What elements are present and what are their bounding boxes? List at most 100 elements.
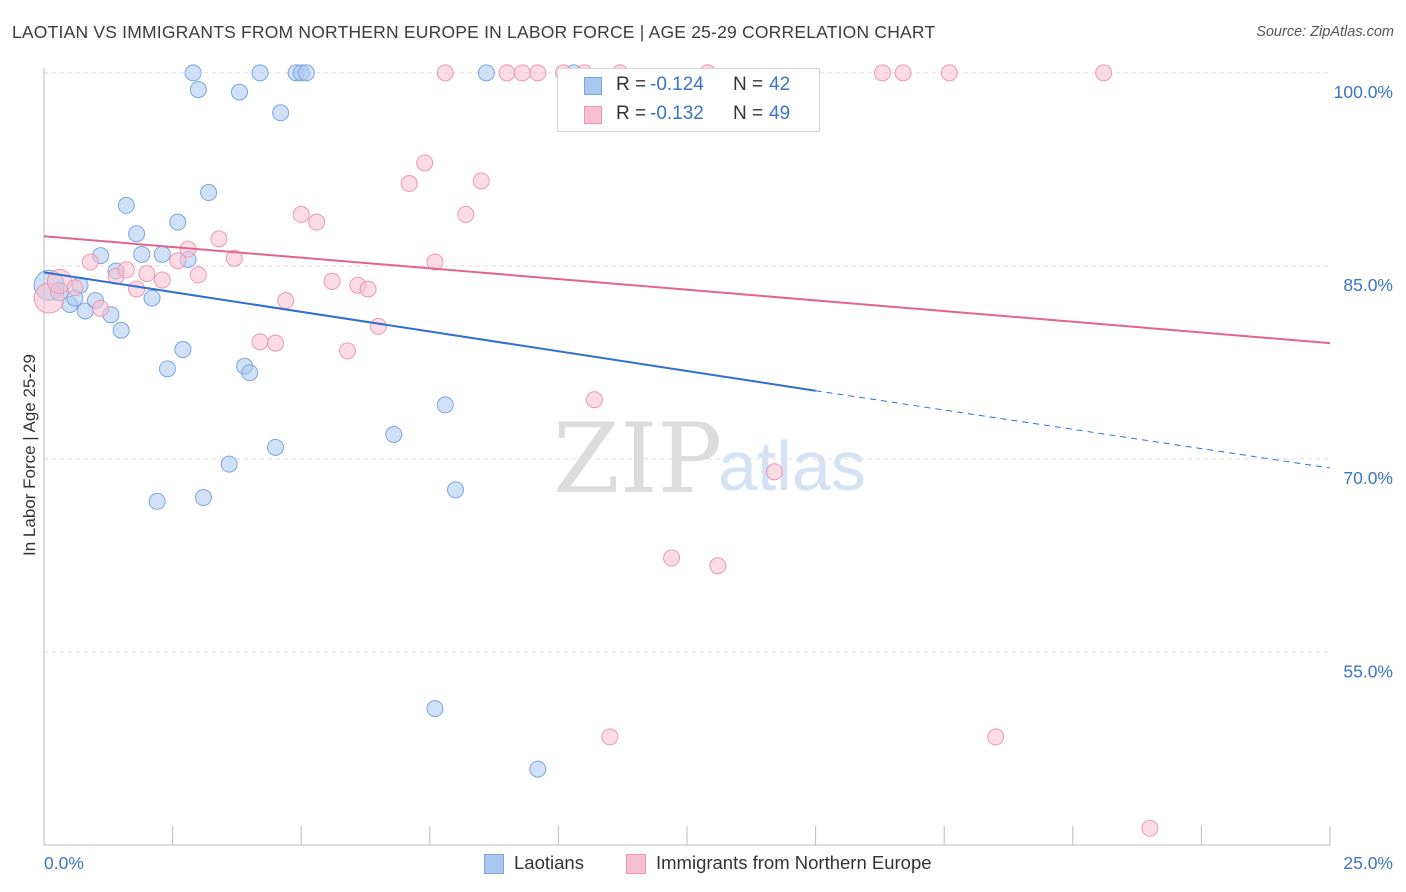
northern-europe-point bbox=[138, 265, 156, 283]
laotian-point bbox=[477, 64, 495, 82]
northern-europe-point bbox=[117, 261, 135, 279]
laotian-point bbox=[158, 360, 176, 378]
laotian-point bbox=[385, 425, 403, 443]
northern-europe-point bbox=[894, 64, 912, 82]
laotian-point bbox=[148, 492, 166, 510]
legend-label-northern-europe: Immigrants from Northern Europe bbox=[656, 852, 932, 873]
northern-europe-point bbox=[416, 154, 434, 172]
stats-r-label: R = bbox=[616, 103, 647, 124]
northern-europe-point bbox=[323, 272, 341, 290]
northern-europe-point bbox=[601, 728, 619, 746]
stats-box: R = -0.124 N = 42 R = -0.132 N = 49 bbox=[557, 68, 820, 132]
northern-europe-point bbox=[585, 391, 603, 409]
northern-europe-point bbox=[92, 299, 110, 317]
source-label: Source: ZipAtlas.com bbox=[1256, 24, 1394, 40]
stats-n-value: 49 bbox=[769, 103, 791, 124]
legend-label-laotians: Laotians bbox=[514, 852, 584, 873]
northern-europe-point bbox=[225, 249, 243, 267]
stats-swatch-northern-europe bbox=[584, 106, 602, 124]
northern-europe-point bbox=[338, 342, 356, 360]
chart-title: LAOTIAN VS IMMIGRANTS FROM NORTHERN EURO… bbox=[12, 22, 936, 42]
northern-europe-point bbox=[153, 271, 171, 289]
laotian-point bbox=[184, 64, 202, 82]
northern-europe-point bbox=[128, 280, 146, 298]
northern-europe-point bbox=[210, 230, 228, 248]
laotian-point bbox=[169, 213, 187, 231]
y-tick-label: 70.0% bbox=[1343, 468, 1393, 488]
northern-europe-point bbox=[663, 549, 681, 567]
stats-swatch-laotians bbox=[584, 77, 602, 95]
stats-r-value: -0.124 bbox=[650, 74, 704, 95]
northern-europe-point bbox=[513, 64, 531, 82]
watermark-atlas: atlas bbox=[718, 427, 866, 505]
northern-europe-point bbox=[308, 213, 326, 231]
laotian-point bbox=[426, 700, 444, 718]
legend-swatch-laotians bbox=[484, 854, 504, 874]
stats-r-label: R = bbox=[616, 74, 647, 95]
legend: Laotians Immigrants from Northern Europe bbox=[0, 852, 1406, 878]
stats-row-laotians: R = -0.124 N = 42 bbox=[558, 71, 819, 101]
y-tick-label: 85.0% bbox=[1343, 275, 1393, 295]
x-tick-label: 0.0% bbox=[44, 853, 84, 873]
laotian-point bbox=[251, 64, 269, 82]
northern-europe-point bbox=[189, 266, 207, 284]
stats-r-value: -0.132 bbox=[650, 103, 704, 124]
northern-europe-point bbox=[81, 253, 99, 271]
northern-europe-point bbox=[1095, 64, 1113, 82]
northern-europe-point bbox=[457, 205, 475, 223]
laotian-point bbox=[529, 760, 547, 778]
northern-europe-point bbox=[765, 463, 783, 481]
laotian-point bbox=[220, 455, 238, 473]
laotian-point bbox=[112, 321, 130, 339]
y-tick-label: 100.0% bbox=[1334, 82, 1393, 102]
laotian-point bbox=[297, 64, 315, 82]
laotian-point bbox=[128, 225, 146, 243]
watermark-zip: ZIP bbox=[553, 403, 722, 515]
northern-europe-point bbox=[369, 317, 387, 335]
laotian-point bbox=[194, 489, 212, 507]
laotian-point bbox=[447, 481, 465, 499]
laotian-point bbox=[189, 81, 207, 99]
laotian-point bbox=[143, 289, 161, 307]
laotian-point bbox=[133, 245, 151, 263]
laotian-point bbox=[436, 396, 454, 414]
laotian-trend-extension bbox=[815, 390, 1331, 469]
northern-europe-point bbox=[873, 64, 891, 82]
northern-europe-point bbox=[277, 292, 295, 310]
laotian-point bbox=[174, 341, 192, 359]
northern-europe-trend-line bbox=[43, 235, 1331, 345]
northern-europe-point bbox=[426, 253, 444, 271]
stats-n-label: N = bbox=[733, 103, 764, 124]
northern-europe-point bbox=[987, 728, 1005, 746]
northern-europe-point bbox=[292, 205, 310, 223]
stats-n-label: N = bbox=[733, 74, 764, 95]
northern-europe-point bbox=[529, 64, 547, 82]
northern-europe-point bbox=[359, 280, 377, 298]
northern-europe-point bbox=[498, 64, 516, 82]
laotian-point bbox=[272, 104, 290, 122]
northern-europe-point bbox=[266, 334, 284, 352]
laotian-trend-line bbox=[43, 271, 816, 392]
x-tick-label: 25.0% bbox=[1343, 853, 1393, 873]
laotian-point bbox=[241, 364, 259, 382]
laotian-point bbox=[153, 245, 171, 263]
northern-europe-point bbox=[472, 172, 490, 190]
northern-europe-point bbox=[400, 175, 418, 193]
laotian-point bbox=[266, 438, 284, 456]
legend-swatch-northern-europe bbox=[626, 854, 646, 874]
stats-n-value: 42 bbox=[769, 74, 791, 95]
y-axis-title: In Labor Force | Age 25-29 bbox=[20, 354, 39, 556]
northern-europe-point bbox=[709, 557, 727, 575]
stats-row-northern-europe: R = -0.132 N = 49 bbox=[558, 100, 819, 130]
northern-europe-point bbox=[169, 252, 187, 270]
northern-europe-point bbox=[251, 333, 269, 351]
laotian-point bbox=[200, 184, 218, 202]
laotian-point bbox=[230, 83, 248, 101]
y-tick-label: 55.0% bbox=[1343, 661, 1393, 681]
northern-europe-point bbox=[1141, 819, 1159, 837]
laotian-point bbox=[117, 196, 135, 214]
northern-europe-point bbox=[66, 279, 84, 297]
northern-europe-point bbox=[436, 64, 454, 82]
northern-europe-point bbox=[940, 64, 958, 82]
